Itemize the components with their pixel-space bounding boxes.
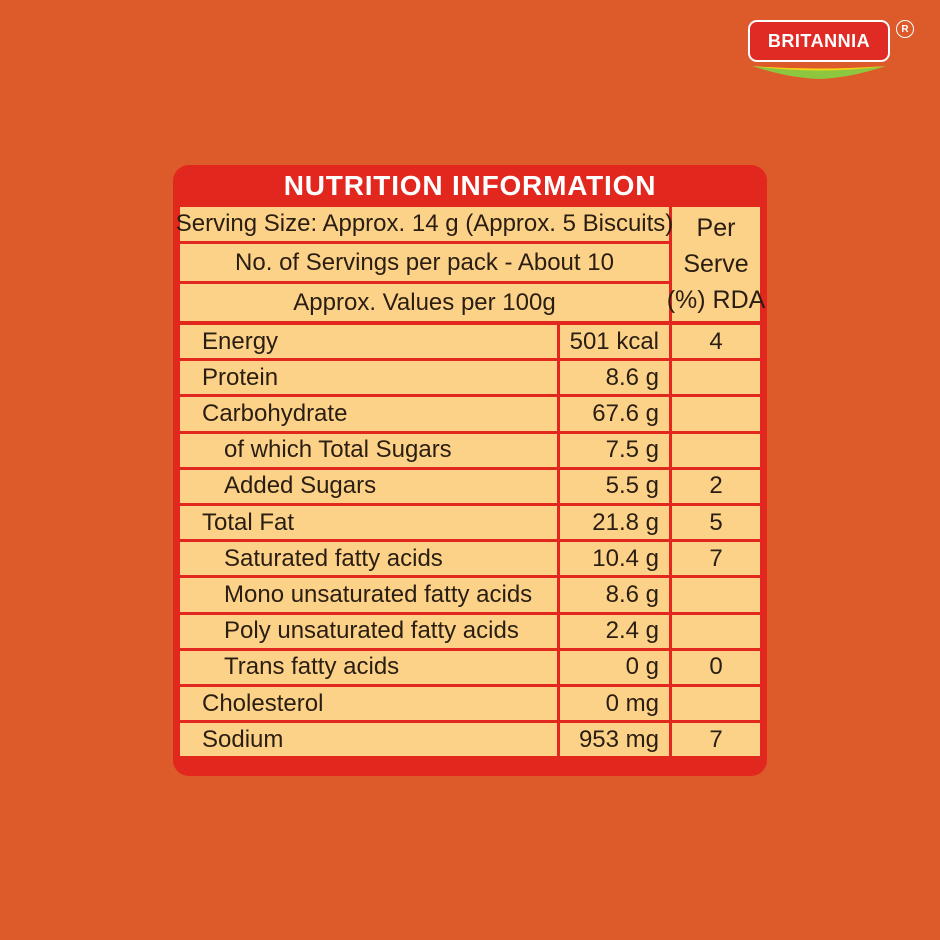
rda-header-line-3: (%) RDA (666, 286, 766, 314)
nutrient-rda: 4 (672, 325, 760, 359)
nutrient-rda (672, 687, 760, 721)
nutrient-name: Carbohydrate (180, 397, 557, 431)
nutrient-name: Mono unsaturated fatty acids (180, 578, 557, 612)
nutrient-rda (672, 397, 760, 431)
nutrient-name: Protein (180, 361, 557, 395)
nutrition-panel: NUTRITION INFORMATION Serving Size: Appr… (173, 165, 767, 776)
nutrient-rda: 0 (672, 650, 760, 684)
nutrient-rda: 2 (672, 469, 760, 503)
nutrient-rda (672, 361, 760, 395)
nutrient-name: Energy (180, 325, 557, 359)
nutrient-rda: 7 (672, 723, 760, 757)
rda-header-line-2: Serve (683, 250, 749, 278)
nutrient-value: 7.5 g (560, 433, 669, 467)
nutrient-rda: 5 (672, 506, 760, 540)
nutrient-name: Total Fat (180, 506, 557, 540)
nutrient-rda: 7 (672, 542, 760, 576)
nutrient-value: 8.6 g (560, 578, 669, 612)
registered-mark: R (896, 20, 914, 38)
servings-per-pack: No. of Servings per pack - About 10 (180, 244, 669, 281)
rda-header-line-1: Per (696, 214, 736, 242)
nutrient-value: 0 g (560, 650, 669, 684)
nutrient-value: 8.6 g (560, 361, 669, 395)
nutrient-name: Saturated fatty acids (180, 542, 557, 576)
nutrient-value: 953 mg (560, 723, 669, 757)
panel-title: NUTRITION INFORMATION (283, 170, 657, 201)
nutrient-value: 501 kcal (560, 325, 669, 359)
nutrient-rda (672, 614, 760, 648)
nutrient-name: Cholesterol (180, 687, 557, 721)
nutrient-name: Added Sugars (180, 469, 557, 503)
nutrient-name: Sodium (180, 723, 557, 757)
nutrient-rda (672, 578, 760, 612)
nutrient-value: 10.4 g (560, 542, 669, 576)
nutrient-name: Trans fatty acids (180, 650, 557, 684)
brand-name: BRITANNIA (748, 20, 890, 62)
rda-header: Per Serve (%) RDA (667, 207, 765, 321)
logo-wing-icon (752, 66, 886, 79)
nutrient-value: 2.4 g (560, 614, 669, 648)
nutrient-name: of which Total Sugars (180, 433, 557, 467)
britannia-logo: BRITANNIA R (748, 20, 916, 79)
nutrient-value: 5.5 g (560, 469, 669, 503)
nutrient-value: 21.8 g (560, 506, 669, 540)
nutrient-value: 0 mg (560, 687, 669, 721)
nutrient-value: 67.6 g (560, 397, 669, 431)
values-basis: Approx. Values per 100g (180, 284, 669, 321)
nutrient-name: Poly unsaturated fatty acids (180, 614, 557, 648)
nutrient-rda (672, 433, 760, 467)
serving-size: Serving Size: Approx. 14 g (Approx. 5 Bi… (176, 207, 673, 241)
